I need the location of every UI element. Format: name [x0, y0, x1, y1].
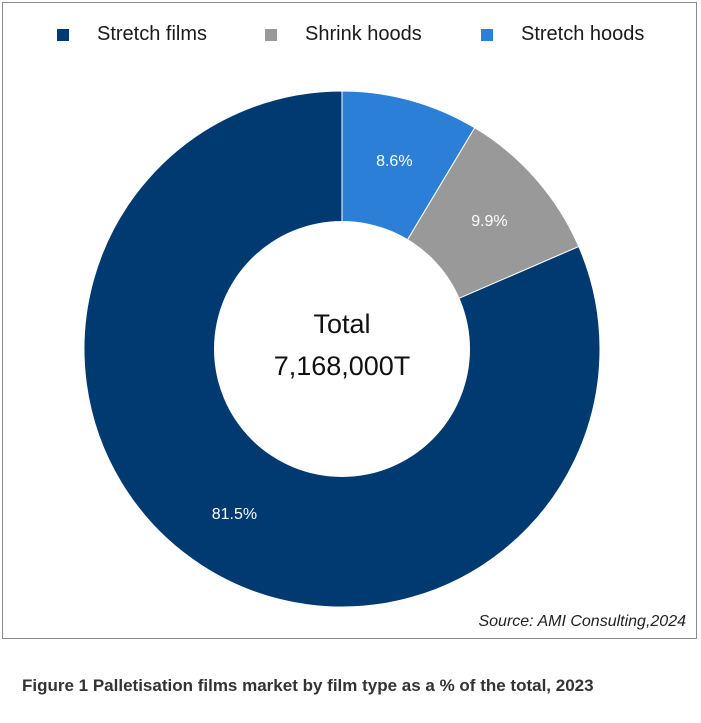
legend-label-stretch-hoods: Stretch hoods [521, 23, 645, 45]
chart-frame: Stretch films Shrink hoods Stretch hoods… [2, 2, 697, 639]
legend-item-stretch-hoods: Stretch hoods [481, 23, 644, 46]
center-label-total: 7,168,000T [274, 351, 411, 381]
slice-labels: 8.6% 9.9% 81.5% [212, 153, 508, 523]
slice-label-stretch-hoods: 8.6% [376, 153, 412, 170]
legend-swatch-stretch-hoods [481, 28, 493, 41]
center-label-title: Total [313, 309, 370, 339]
donut-chart: 8.6% 9.9% 81.5% Total 7,168,000T [83, 90, 601, 608]
legend-swatch-stretch-films [57, 28, 69, 41]
slice-label-shrink-hoods: 9.9% [471, 213, 507, 230]
donut-hole [214, 221, 470, 477]
source-note: Source: AMI Consulting,2024 [478, 613, 686, 630]
legend-label-shrink-hoods: Shrink hoods [305, 23, 422, 45]
legend-item-stretch-films: Stretch films [57, 23, 207, 46]
figure-caption: Figure 1 Palletisation films market by f… [22, 676, 594, 695]
legend: Stretch films Shrink hoods Stretch hoods [3, 11, 698, 51]
legend-swatch-shrink-hoods [265, 28, 277, 41]
slice-stretch-films [83, 90, 601, 608]
slice-label-stretch-films: 81.5% [212, 506, 257, 523]
legend-item-shrink-hoods: Shrink hoods [265, 23, 422, 46]
legend-label-stretch-films: Stretch films [97, 23, 208, 45]
